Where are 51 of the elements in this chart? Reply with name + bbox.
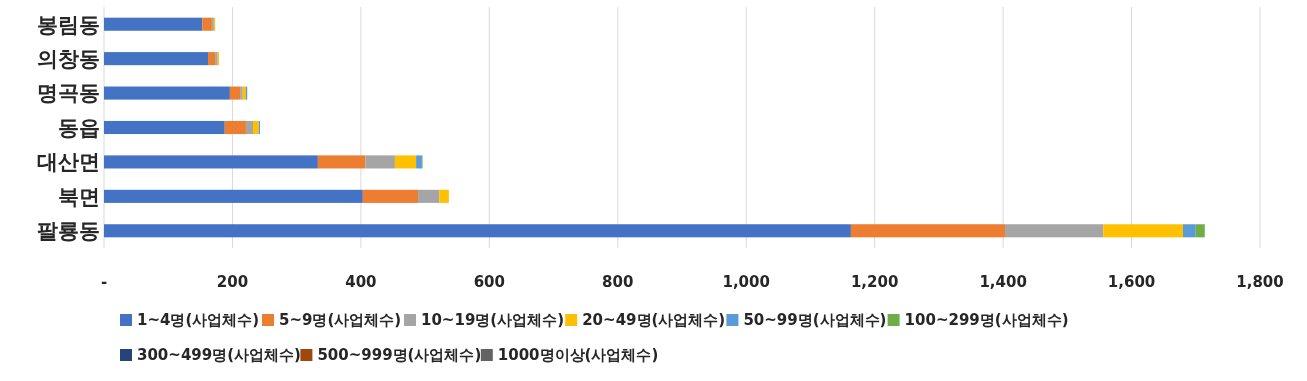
bar — [1182, 224, 1196, 238]
bar — [416, 155, 422, 169]
x-tick-label: 1,000 — [722, 273, 770, 292]
legend-label: 100~299명(사업체수) — [904, 311, 1069, 330]
x-tick-label: 800 — [602, 273, 634, 292]
bar — [245, 120, 253, 135]
x-tick-label: 1,200 — [850, 273, 899, 292]
y-tick-label: 대산면 — [37, 150, 100, 175]
bar — [1103, 224, 1183, 238]
x-tick-label: 1,400 — [979, 273, 1027, 292]
bar — [229, 86, 241, 100]
bar — [439, 189, 449, 203]
bar — [418, 189, 440, 203]
y-tick-label: 명곡동 — [37, 81, 100, 106]
bar — [394, 155, 417, 169]
x-tick-label: 200 — [216, 273, 249, 292]
bar — [1195, 224, 1205, 238]
bar — [850, 224, 1006, 238]
y-tick-label: 의창동 — [37, 46, 100, 71]
bar — [104, 86, 230, 100]
legend-label: 1~4명(사업체수) — [137, 311, 260, 330]
bar — [208, 52, 216, 66]
x-tick-label: 1,600 — [1107, 273, 1156, 292]
bar — [317, 155, 366, 169]
x-tick-label: 1,800 — [1236, 273, 1284, 292]
bar — [104, 17, 203, 31]
bar — [104, 189, 363, 203]
legend-label: 5~9명(사업체수) — [279, 311, 402, 330]
y-tick-label: 봉림동 — [37, 12, 100, 37]
bar — [253, 120, 259, 135]
bar — [104, 52, 209, 66]
legend-label: 10~19명(사업체수) — [421, 311, 565, 330]
bar — [224, 120, 246, 135]
x-tick-label: 600 — [473, 273, 505, 292]
legend-label: 20~49명(사업체수) — [582, 311, 726, 330]
y-tick-label: 동읍 — [58, 115, 100, 140]
bar — [104, 120, 225, 135]
bar — [104, 224, 851, 238]
bar — [365, 155, 395, 169]
legend-label: 300~499명(사업체수) — [137, 346, 301, 365]
x-tick-label: - — [100, 273, 108, 292]
bar — [202, 17, 212, 31]
legend-label: 1000명이상(사업체수) — [497, 346, 659, 365]
legend-label: 500~999명(사업체수) — [317, 346, 482, 365]
bar — [362, 189, 419, 203]
bar — [1005, 224, 1104, 238]
y-tick-label: 팔룡동 — [37, 219, 100, 244]
legend-label: 50~99명(사업체수) — [743, 311, 887, 330]
x-tick-label: 400 — [345, 273, 377, 292]
bar — [104, 155, 318, 169]
y-tick-label: 북면 — [58, 184, 100, 209]
